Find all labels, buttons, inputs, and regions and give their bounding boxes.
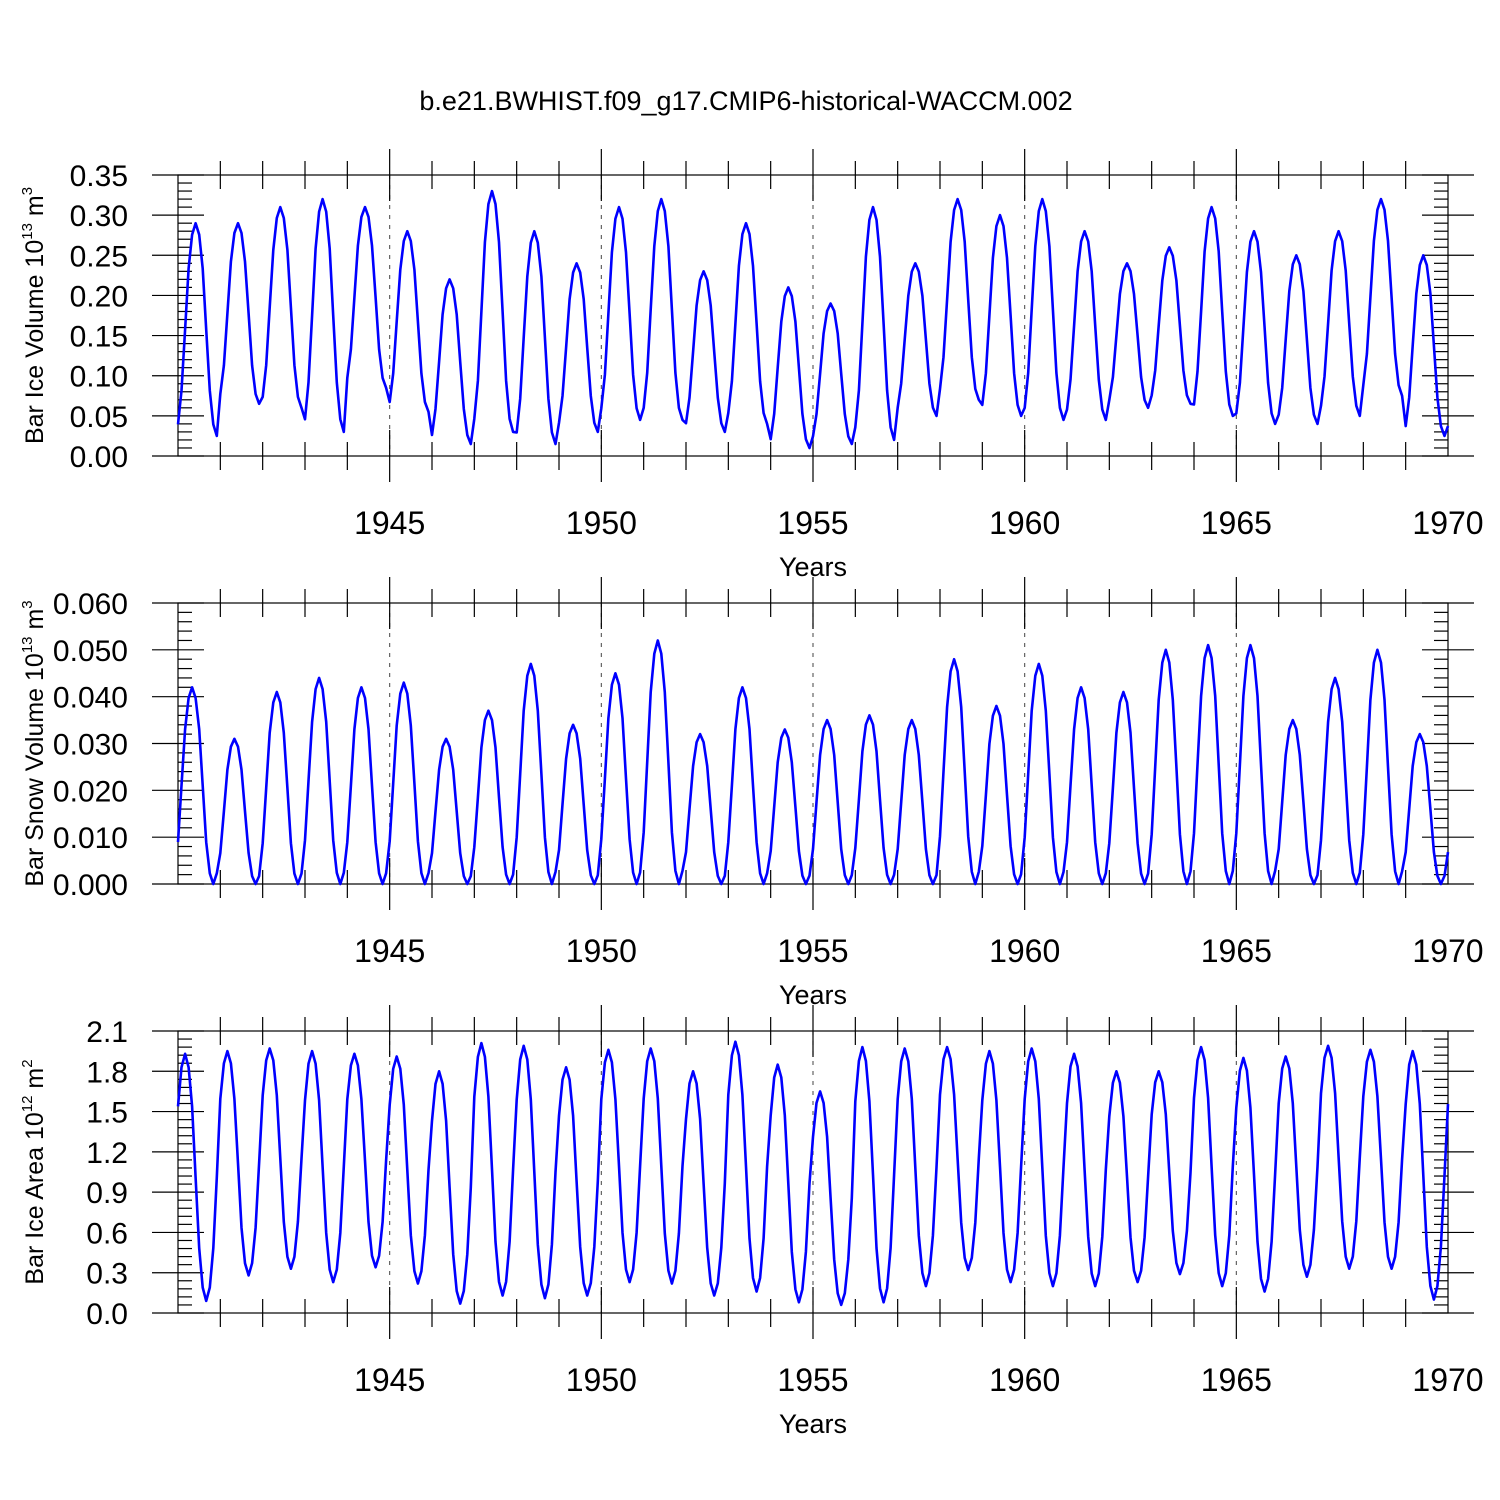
y-axis-label-unit-exponent: 3 — [19, 187, 36, 195]
xtick-label: 1945 — [354, 1362, 425, 1398]
chart-title: b.e21.BWHIST.f09_g17.CMIP6-historical-WA… — [419, 86, 1072, 116]
xtick-label: 1950 — [566, 505, 637, 541]
ytick-label: 0.020 — [53, 775, 128, 808]
xtick-label: 1945 — [354, 505, 425, 541]
y-axis-label-unit: m — [21, 1068, 49, 1096]
y-axis-label-unit: m — [21, 195, 49, 223]
ytick-label: 0.6 — [86, 1217, 128, 1250]
y-axis-label-exponent: 13 — [19, 636, 36, 653]
y-axis-label-text: Bar Ice Area 10 — [21, 1112, 49, 1284]
ytick-label: 0.25 — [70, 240, 128, 273]
series-line — [176, 1040, 1450, 1307]
ytick-label: 0.050 — [53, 635, 128, 668]
ytick-label: 0.0 — [86, 1298, 128, 1331]
y-axis-label-unit-exponent: 3 — [19, 600, 36, 608]
xtick-label: 1960 — [989, 1362, 1060, 1398]
xtick-label: 1950 — [566, 933, 637, 969]
ytick-label: 0.10 — [70, 361, 128, 394]
y-axis-label: Bar Snow Volume 1013 m3 — [19, 600, 49, 886]
y-axis-label: Bar Ice Volume 1013 m3 — [19, 187, 49, 444]
xtick-label: 1955 — [777, 505, 848, 541]
xtick-label: 1945 — [354, 933, 425, 969]
y-axis-label: Bar Ice Area 1012 m2 — [19, 1059, 49, 1284]
ytick-label: 0.000 — [53, 869, 128, 902]
ytick-label: 0.040 — [53, 682, 128, 715]
xtick-label: 1960 — [989, 505, 1060, 541]
y-axis-label-text: Bar Snow Volume 10 — [21, 653, 49, 886]
ytick-label: 0.010 — [53, 822, 128, 855]
xtick-label: 1965 — [1201, 1362, 1272, 1398]
ytick-label: 0.35 — [70, 160, 128, 193]
ytick-label: 0.00 — [70, 441, 128, 474]
series-line — [176, 189, 1450, 450]
chart-panel-3: 0.0 0.3 0.6 0.9 1.2 1.5 1.8 2.1 1945 1950 1955 1960… — [19, 1005, 1484, 1439]
ytick-label: 0.30 — [70, 200, 128, 233]
series-line — [176, 639, 1450, 886]
y-axis-label-unit-exponent: 2 — [19, 1059, 36, 1067]
panels: 0.00 0.05 0.10 0.15 0.20 0.25 0.30 0.35 1945 1950… — [19, 149, 1484, 1439]
ytick-label: 2.1 — [86, 1016, 128, 1049]
ytick-label: 0.3 — [86, 1258, 128, 1291]
y-axis-label-exponent: 13 — [19, 223, 36, 240]
x-axis-label: Years — [779, 1409, 847, 1439]
xtick-label: 1965 — [1201, 505, 1272, 541]
ytick-label: 0.05 — [70, 401, 128, 434]
ytick-label: 0.9 — [86, 1177, 128, 1210]
chart-panel-2: 0.000 0.010 0.020 0.030 0.040 0.050 0.060 1945 1… — [19, 577, 1484, 1010]
ytick-label: 0.030 — [53, 729, 128, 762]
xtick-label: 1970 — [1412, 933, 1483, 969]
ytick-label: 0.15 — [70, 321, 128, 354]
ytick-label: 0.20 — [70, 280, 128, 313]
y-axis-label-text: Bar Ice Volume 10 — [21, 240, 49, 444]
ytick-label: 0.060 — [53, 588, 128, 621]
xtick-label: 1960 — [989, 933, 1060, 969]
y-axis-label-exponent: 12 — [19, 1096, 36, 1113]
ytick-label: 1.5 — [86, 1097, 128, 1130]
xtick-label: 1950 — [566, 1362, 637, 1398]
xtick-label: 1955 — [777, 933, 848, 969]
xtick-label: 1955 — [777, 1362, 848, 1398]
chart-panel-1: 0.00 0.05 0.10 0.15 0.20 0.25 0.30 0.35 1945 1950… — [19, 149, 1484, 582]
xtick-label: 1965 — [1201, 933, 1272, 969]
xtick-label: 1970 — [1412, 505, 1483, 541]
ytick-label: 1.8 — [86, 1056, 128, 1089]
y-axis-label-unit: m — [21, 609, 49, 637]
xtick-label: 1970 — [1412, 1362, 1483, 1398]
ytick-label: 1.2 — [86, 1137, 128, 1170]
